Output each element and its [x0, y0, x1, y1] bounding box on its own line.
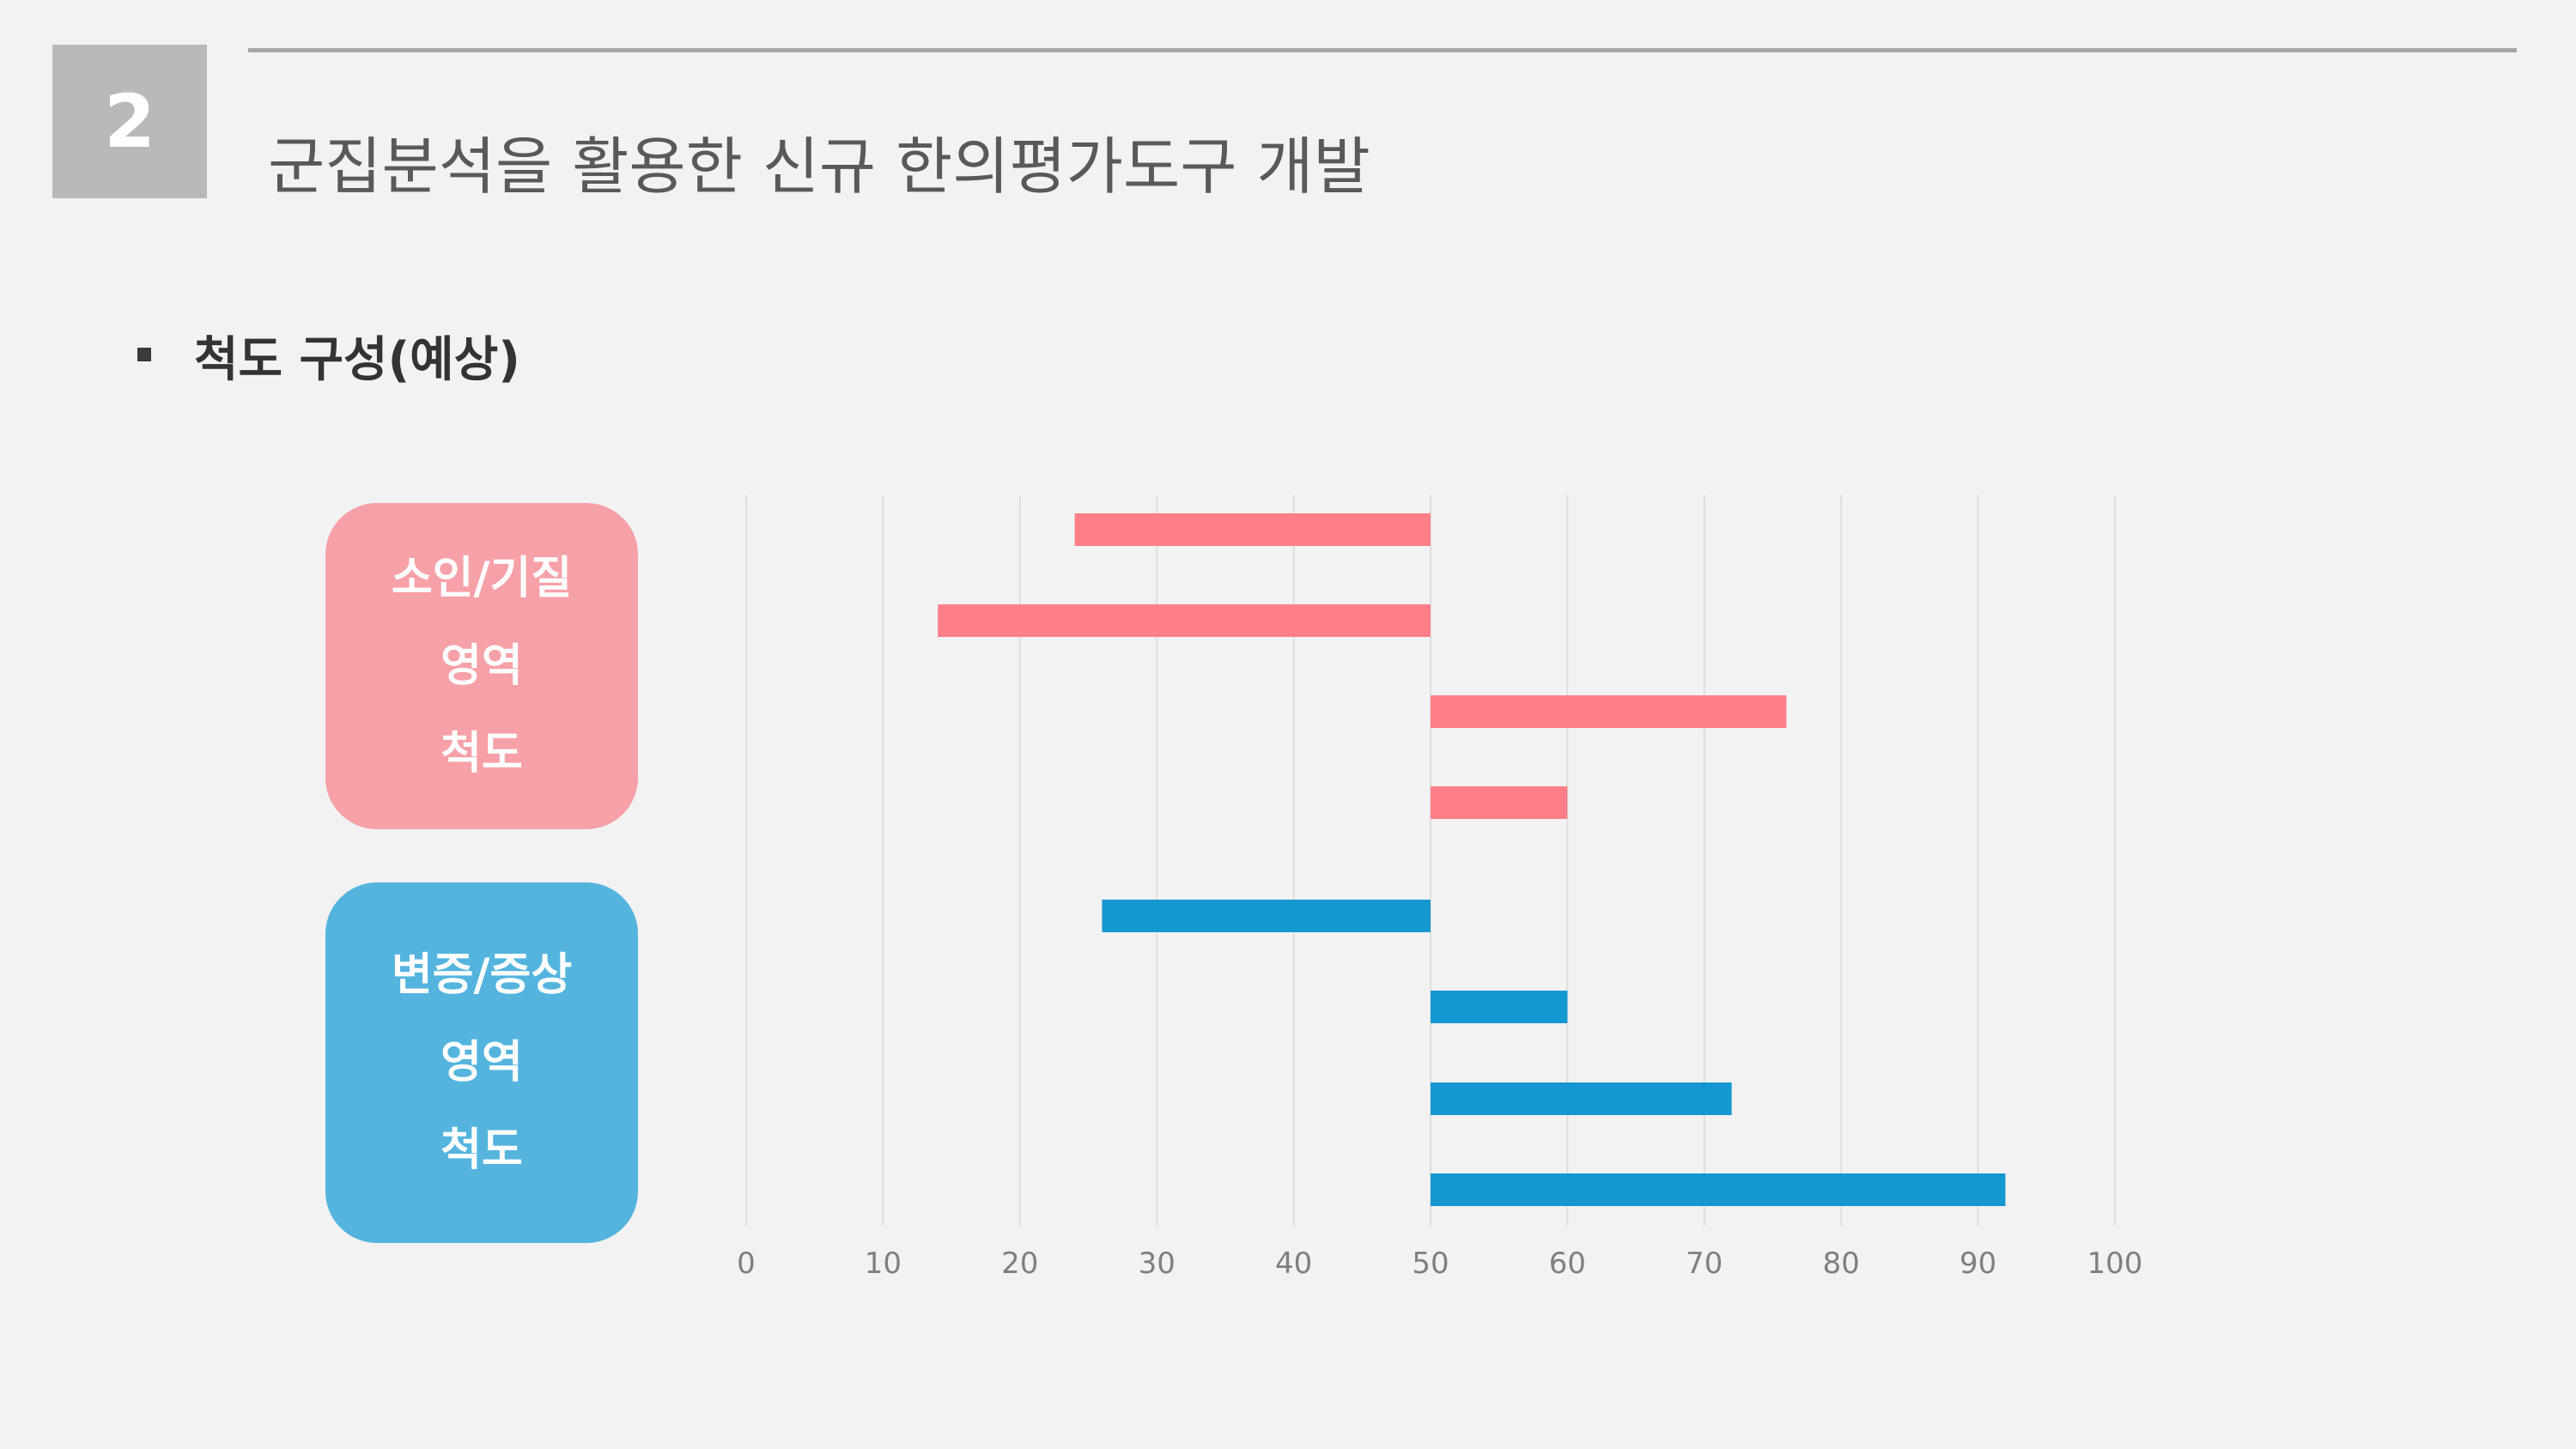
x-tick-label: 30 — [1139, 1246, 1176, 1281]
bullet-marker — [137, 348, 151, 361]
x-tick-label: 0 — [737, 1246, 756, 1281]
bar-1-3 — [1431, 1173, 2006, 1206]
bar-0-3 — [1431, 786, 1568, 819]
bar-0-2 — [1431, 695, 1787, 728]
x-tick-label: 100 — [2087, 1246, 2143, 1281]
x-tick-label: 40 — [1275, 1246, 1312, 1281]
symptom-category-box: 변증/증상 영역 척도 — [325, 882, 638, 1243]
x-tick-label: 10 — [865, 1246, 902, 1281]
category-label-line: 영역 — [440, 640, 523, 692]
category-label-line: 영역 — [440, 1037, 523, 1088]
x-tick-label: 20 — [1001, 1246, 1038, 1281]
constitution-category-box: 소인/기질 영역 척도 — [325, 503, 638, 829]
category-label-line: 변증/증상 — [391, 949, 573, 1001]
category-label-line: 척도 — [440, 728, 523, 779]
bullet-heading: 척도 구성(예상) — [194, 332, 520, 388]
top-divider — [248, 48, 2517, 52]
x-tick-label: 60 — [1549, 1246, 1586, 1281]
x-tick-label: 70 — [1686, 1246, 1722, 1281]
bar-0-1 — [938, 604, 1431, 637]
x-tick-label: 90 — [1959, 1246, 1996, 1281]
slide-number-badge: 2 — [52, 45, 207, 198]
bar-1-1 — [1431, 991, 1568, 1023]
bar-1-0 — [1102, 900, 1431, 932]
x-tick-label: 50 — [1412, 1246, 1449, 1281]
x-tick-label: 80 — [1823, 1246, 1860, 1281]
category-label-line: 소인/기질 — [391, 553, 573, 604]
category-label-line: 척도 — [440, 1125, 523, 1176]
page-title: 군집분석을 활용한 신규 한의평가도구 개발 — [268, 130, 1370, 203]
bar-1-2 — [1431, 1082, 1732, 1115]
bar-0-0 — [1074, 513, 1431, 546]
